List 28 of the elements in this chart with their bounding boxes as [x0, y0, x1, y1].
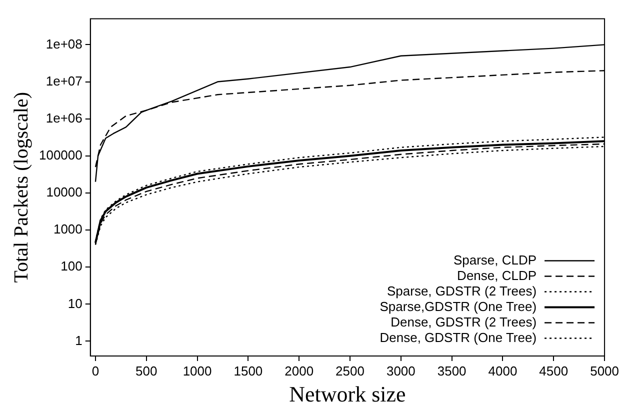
legend-label: Dense, GDSTR (2 Trees)	[390, 314, 537, 330]
x-tick-label: 3500	[437, 363, 466, 378]
x-tick-label: 3000	[386, 363, 416, 378]
y-tick-label: 100	[60, 258, 82, 274]
y-tick-label: 1e+07	[46, 73, 82, 88]
legend-label: Dense, GDSTR (One Tree)	[380, 330, 537, 345]
legend-label: Sparse, GDSTR (2 Trees)	[386, 283, 537, 298]
x-tick-label: 2000	[284, 363, 314, 378]
x-tick-label: 0	[92, 363, 100, 378]
y-tick-label: 1e+08	[46, 36, 82, 52]
y-axis-title: Total Packets (logscale)	[10, 92, 32, 283]
x-tick-label: 2500	[336, 363, 364, 378]
x-tick-label: 4500	[539, 363, 568, 378]
y-tick-label: 10	[68, 296, 82, 311]
y-tick-label: 1e+06	[46, 110, 82, 126]
x-tick-label: 1500	[234, 363, 263, 378]
x-axis-title: Network size	[289, 382, 406, 407]
legend-label: Sparse,GDSTR (One Tree)	[380, 298, 537, 314]
y-tick-label: 10000	[46, 184, 82, 200]
legend-label: Dense, CLDP	[457, 268, 537, 283]
y-tick-label: 1	[75, 332, 82, 348]
y-tick-label: 1000	[53, 222, 82, 237]
x-tick-label: 1000	[182, 363, 212, 378]
legend-label: Sparse, CLDP	[453, 252, 537, 268]
x-tick-label: 5000	[590, 363, 619, 378]
y-tick-label: 100000	[38, 147, 82, 162]
x-tick-label: 4000	[488, 363, 518, 378]
x-tick-label: 500	[136, 363, 158, 378]
